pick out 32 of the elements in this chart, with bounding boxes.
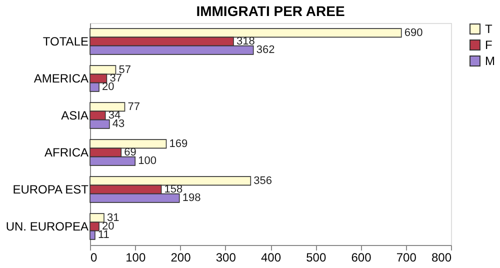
data-label: 169 (169, 138, 188, 150)
data-label: 690 (404, 26, 423, 39)
data-label: 20 (102, 81, 114, 94)
data-label: 158 (164, 184, 183, 196)
data-label: 69 (124, 146, 136, 158)
x-tick-label: 500 (306, 250, 326, 264)
legend-label: M (485, 54, 495, 68)
data-label: 318 (236, 36, 255, 48)
y-tick-label: AMERICA (34, 72, 88, 86)
data-label: 198 (182, 192, 201, 204)
x-tick-label: 100 (126, 250, 146, 264)
legend-label: T (485, 22, 493, 36)
x-tick-label: 300 (216, 250, 236, 264)
data-label: 77 (128, 100, 140, 113)
x-tick-label: 200 (170, 250, 192, 264)
y-tick-label: TOTALE (42, 34, 88, 48)
y-tick-label: EUROPA EST (12, 182, 90, 196)
y-tick-label: AFRICA (44, 146, 88, 160)
data-label: 11 (98, 229, 110, 242)
y-tick-label: UN. EUROPEA (6, 220, 88, 234)
x-tick-label: 800 (431, 250, 452, 264)
data-label: 100 (138, 155, 156, 168)
data-label: 43 (112, 118, 125, 130)
x-tick-label: 600 (351, 250, 372, 264)
legend-label: F (485, 38, 492, 52)
data-label: 362 (256, 44, 275, 56)
x-tick-label: 700 (396, 250, 417, 264)
x-tick-label: 400 (260, 250, 282, 264)
data-label: 356 (254, 174, 272, 187)
chart-title: IMMIGRATI PER AREE (196, 3, 345, 19)
x-tick-label: 0 (90, 250, 98, 264)
y-tick-label: ASIA (61, 108, 88, 122)
